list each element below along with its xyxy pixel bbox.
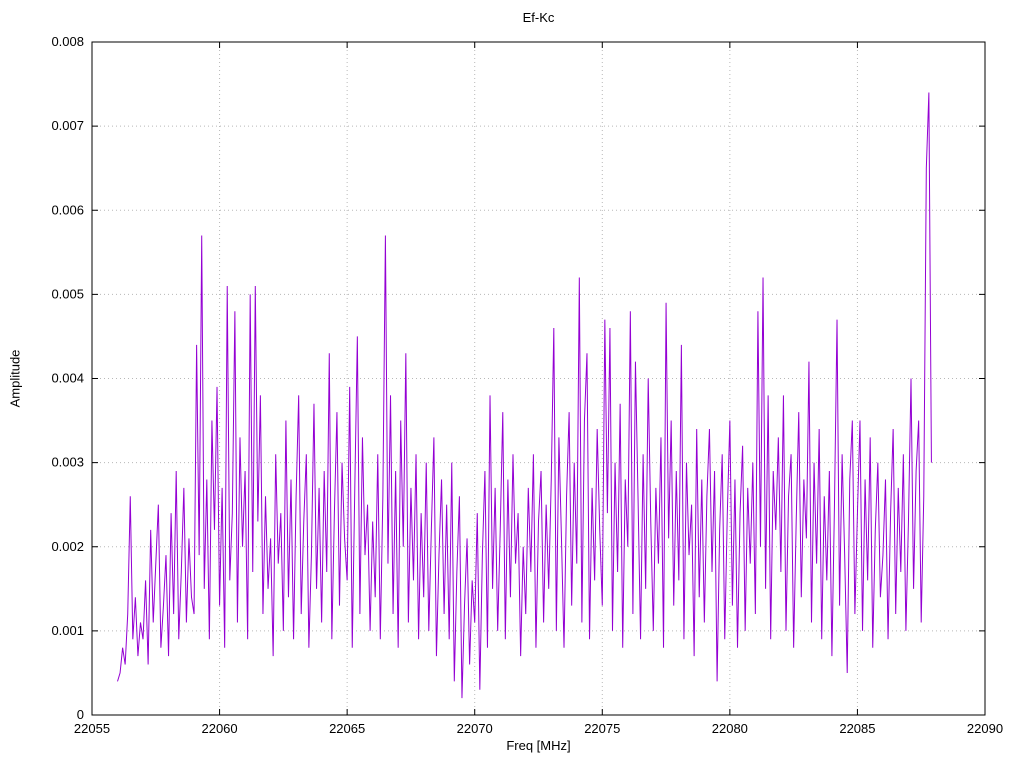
y-tick-label: 0.005 <box>51 286 84 301</box>
x-tick-label: 22075 <box>584 721 620 736</box>
y-tick-label: 0.002 <box>51 539 84 554</box>
y-tick-label: 0.007 <box>51 118 84 133</box>
y-tick-label: 0.008 <box>51 34 84 49</box>
x-tick-label: 22060 <box>201 721 237 736</box>
y-tick-label: 0.003 <box>51 455 84 470</box>
plot-border <box>91 41 986 716</box>
y-tick-label: 0.004 <box>51 371 84 386</box>
x-tick-label: 22070 <box>457 721 493 736</box>
x-tick-label: 22085 <box>839 721 875 736</box>
y-tick-label: 0 <box>77 707 84 722</box>
x-tick-label: 22065 <box>329 721 365 736</box>
x-tick-label: 22055 <box>74 721 110 736</box>
y-tick-label: 0.006 <box>51 202 84 217</box>
series-line <box>117 92 932 699</box>
x-tick-label: 22090 <box>967 721 1003 736</box>
chart-title: Ef-Kc <box>522 10 555 25</box>
x-tick-label: 22080 <box>712 721 748 736</box>
y-tick-label: 0.001 <box>51 623 84 638</box>
x-axis-label: Freq [MHz] <box>506 738 571 753</box>
